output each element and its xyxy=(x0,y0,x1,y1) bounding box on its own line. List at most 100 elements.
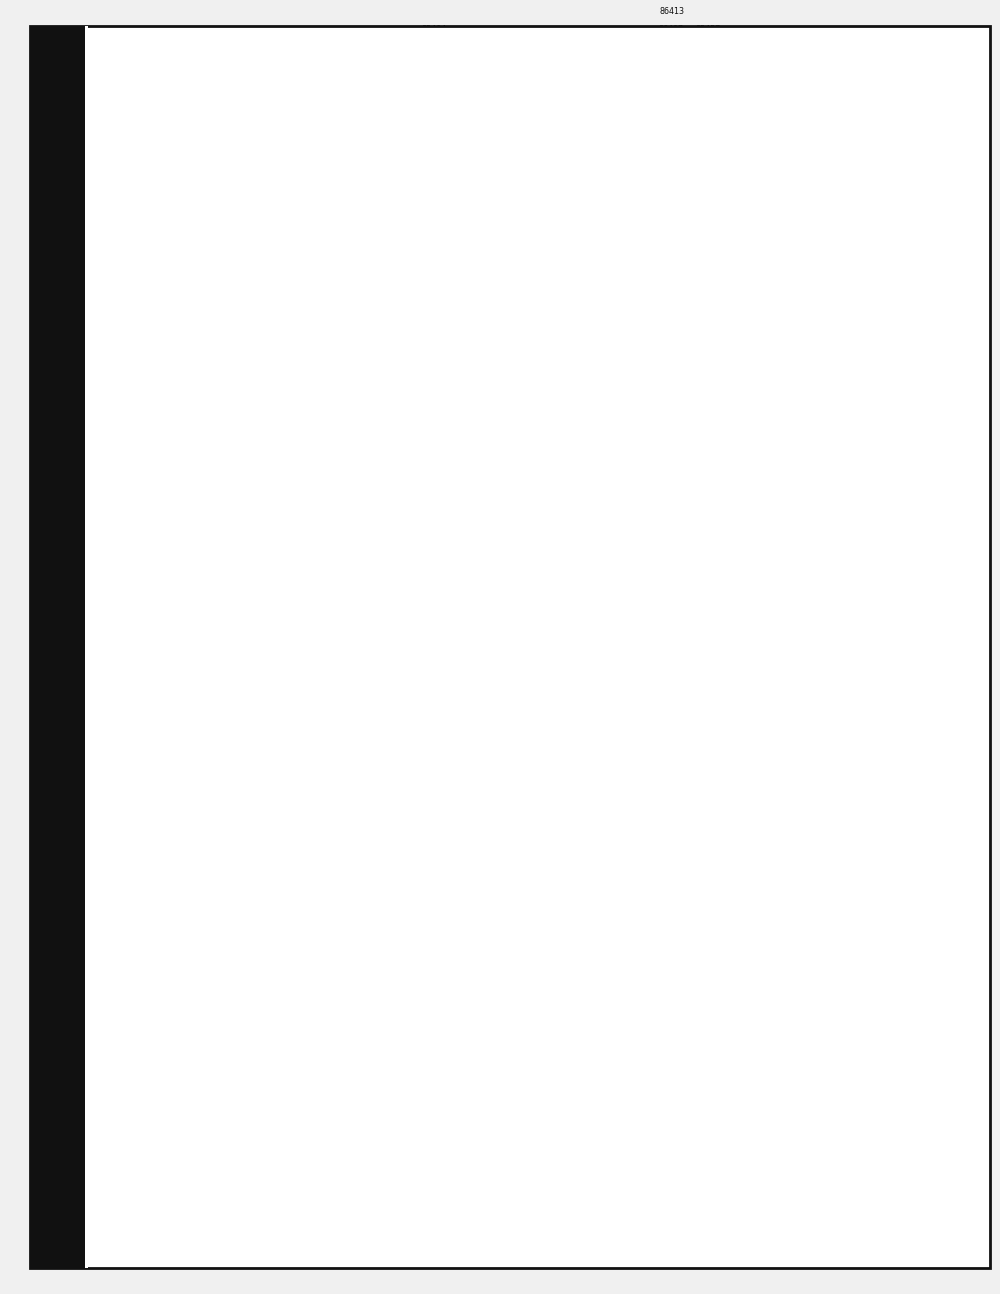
Text: 75100: 75100 xyxy=(403,207,429,216)
Text: Chassis Montage: Chassis Montage xyxy=(50,782,64,901)
Text: 85460: 85460 xyxy=(673,455,698,463)
Circle shape xyxy=(876,700,887,714)
Text: 85462: 85462 xyxy=(162,767,187,776)
Text: Z296: Z296 xyxy=(725,950,746,959)
Text: 85404: 85404 xyxy=(422,25,447,34)
Text: 85404: 85404 xyxy=(691,908,716,917)
Polygon shape xyxy=(681,118,836,189)
Text: 2018: 2018 xyxy=(319,61,339,70)
Text: 87467: 87467 xyxy=(317,814,342,823)
Text: SFL-11MG: SFL-11MG xyxy=(606,107,646,116)
Text: 87489: 87489 xyxy=(755,1056,780,1065)
Text: 86413: 86413 xyxy=(659,8,684,17)
Text: SF-20: SF-20 xyxy=(441,237,464,246)
Text: 66653: 66653 xyxy=(435,597,460,606)
Text: 85462: 85462 xyxy=(143,826,169,835)
Text: 85404: 85404 xyxy=(705,967,730,976)
Text: Z655: Z655 xyxy=(688,844,709,853)
Text: 85420: 85420 xyxy=(846,613,871,622)
Text: 85446: 85446 xyxy=(422,943,447,952)
Text: 85440: 85440 xyxy=(618,1003,643,1012)
Text: 85420: 85420 xyxy=(841,655,867,664)
FancyBboxPatch shape xyxy=(649,960,804,1113)
Text: 87460: 87460 xyxy=(212,285,237,292)
Text: 85462: 85462 xyxy=(152,855,178,864)
Text: 87400: 87400 xyxy=(449,202,474,211)
Text: 8203: 8203 xyxy=(821,1056,841,1065)
Text: 85462: 85462 xyxy=(162,744,187,752)
Text: 85462: 85462 xyxy=(148,914,173,923)
Text: Z562: Z562 xyxy=(410,179,431,188)
Text: 85457: 85457 xyxy=(695,25,721,34)
Text: 6193: 6193 xyxy=(351,190,371,199)
Bar xyxy=(489,518,512,540)
Text: 85461: 85461 xyxy=(399,243,424,252)
Text: Z685: Z685 xyxy=(711,897,732,906)
FancyBboxPatch shape xyxy=(368,951,455,1040)
Text: 85416: 85416 xyxy=(723,61,748,70)
Text: 85404: 85404 xyxy=(362,225,388,234)
Text: 75106: 75106 xyxy=(431,443,456,452)
Circle shape xyxy=(867,652,878,666)
Text: 94556: 94556 xyxy=(641,455,666,463)
Polygon shape xyxy=(699,35,754,141)
Text: Z655: Z655 xyxy=(702,867,723,876)
Text: 85404: 85404 xyxy=(682,867,707,876)
Text: 85442: 85442 xyxy=(298,855,324,864)
FancyBboxPatch shape xyxy=(530,866,649,995)
Text: 104056 (US): 104056 (US) xyxy=(245,54,295,63)
Text: 91453: 91453 xyxy=(682,36,707,45)
FancyBboxPatch shape xyxy=(160,930,306,1108)
Text: 85420: 85420 xyxy=(841,714,867,723)
Text: 89407: 89407 xyxy=(759,61,784,70)
Text: 75106: 75106 xyxy=(458,443,483,452)
Bar xyxy=(462,436,484,457)
Text: 85420: 85420 xyxy=(846,585,871,594)
Text: 87470: 87470 xyxy=(390,726,415,735)
Text: Z685: Z685 xyxy=(716,920,737,929)
Text: 86653: 86653 xyxy=(431,613,456,622)
Text: 104261: 104261 xyxy=(447,219,477,228)
Circle shape xyxy=(867,606,878,620)
Text: 95462: 95462 xyxy=(148,867,173,876)
Circle shape xyxy=(199,792,213,810)
Text: 80: 80 xyxy=(490,1253,510,1268)
Text: 104127: 104127 xyxy=(624,89,655,98)
Text: 75106: 75106 xyxy=(216,232,242,241)
Text: 104256 (EU): 104256 (EU) xyxy=(245,36,295,45)
Text: 87490: 87490 xyxy=(650,862,675,870)
Text: Z489: Z489 xyxy=(351,207,372,216)
Text: 75106: 75106 xyxy=(413,620,438,629)
Text: 94730: 94730 xyxy=(645,779,670,788)
Text: 85404: 85404 xyxy=(358,260,383,269)
Text: 86675: 86675 xyxy=(157,703,182,712)
Text: 94730: 94730 xyxy=(668,991,693,1000)
Text: 85462: 85462 xyxy=(266,585,292,594)
Text: 85404: 85404 xyxy=(367,36,392,45)
Text: Chassis Assembly: Chassis Assembly xyxy=(50,585,64,709)
Text: Z2422: Z2422 xyxy=(700,78,726,87)
Text: 75106: 75106 xyxy=(458,384,483,393)
FancyBboxPatch shape xyxy=(247,206,603,477)
Text: Montage du châssis: Montage du châssis xyxy=(52,954,62,1065)
Text: RCScrapyard.net: RCScrapyard.net xyxy=(586,1131,874,1159)
Text: 86407: 86407 xyxy=(659,25,684,34)
Text: 87468: 87468 xyxy=(340,826,365,835)
Text: 75106: 75106 xyxy=(476,219,502,228)
Text: 85420: 85420 xyxy=(846,685,871,694)
Circle shape xyxy=(876,523,887,537)
Text: Z562: Z562 xyxy=(415,160,436,170)
Text: RF-30: RF-30 xyxy=(336,179,359,188)
Text: 86604: 86604 xyxy=(271,285,296,292)
Text: Z562: Z562 xyxy=(675,96,696,105)
Text: 87488: 87488 xyxy=(846,980,871,987)
Text: 85404: 85404 xyxy=(664,820,689,829)
Bar xyxy=(462,483,484,505)
Circle shape xyxy=(407,254,462,324)
FancyBboxPatch shape xyxy=(297,236,516,448)
Text: 85462: 85462 xyxy=(212,666,237,675)
Text: 85462: 85462 xyxy=(157,885,182,894)
Text: 6203: 6203 xyxy=(652,738,672,747)
Text: 10-050: 10-050 xyxy=(338,160,366,170)
Circle shape xyxy=(181,873,195,893)
